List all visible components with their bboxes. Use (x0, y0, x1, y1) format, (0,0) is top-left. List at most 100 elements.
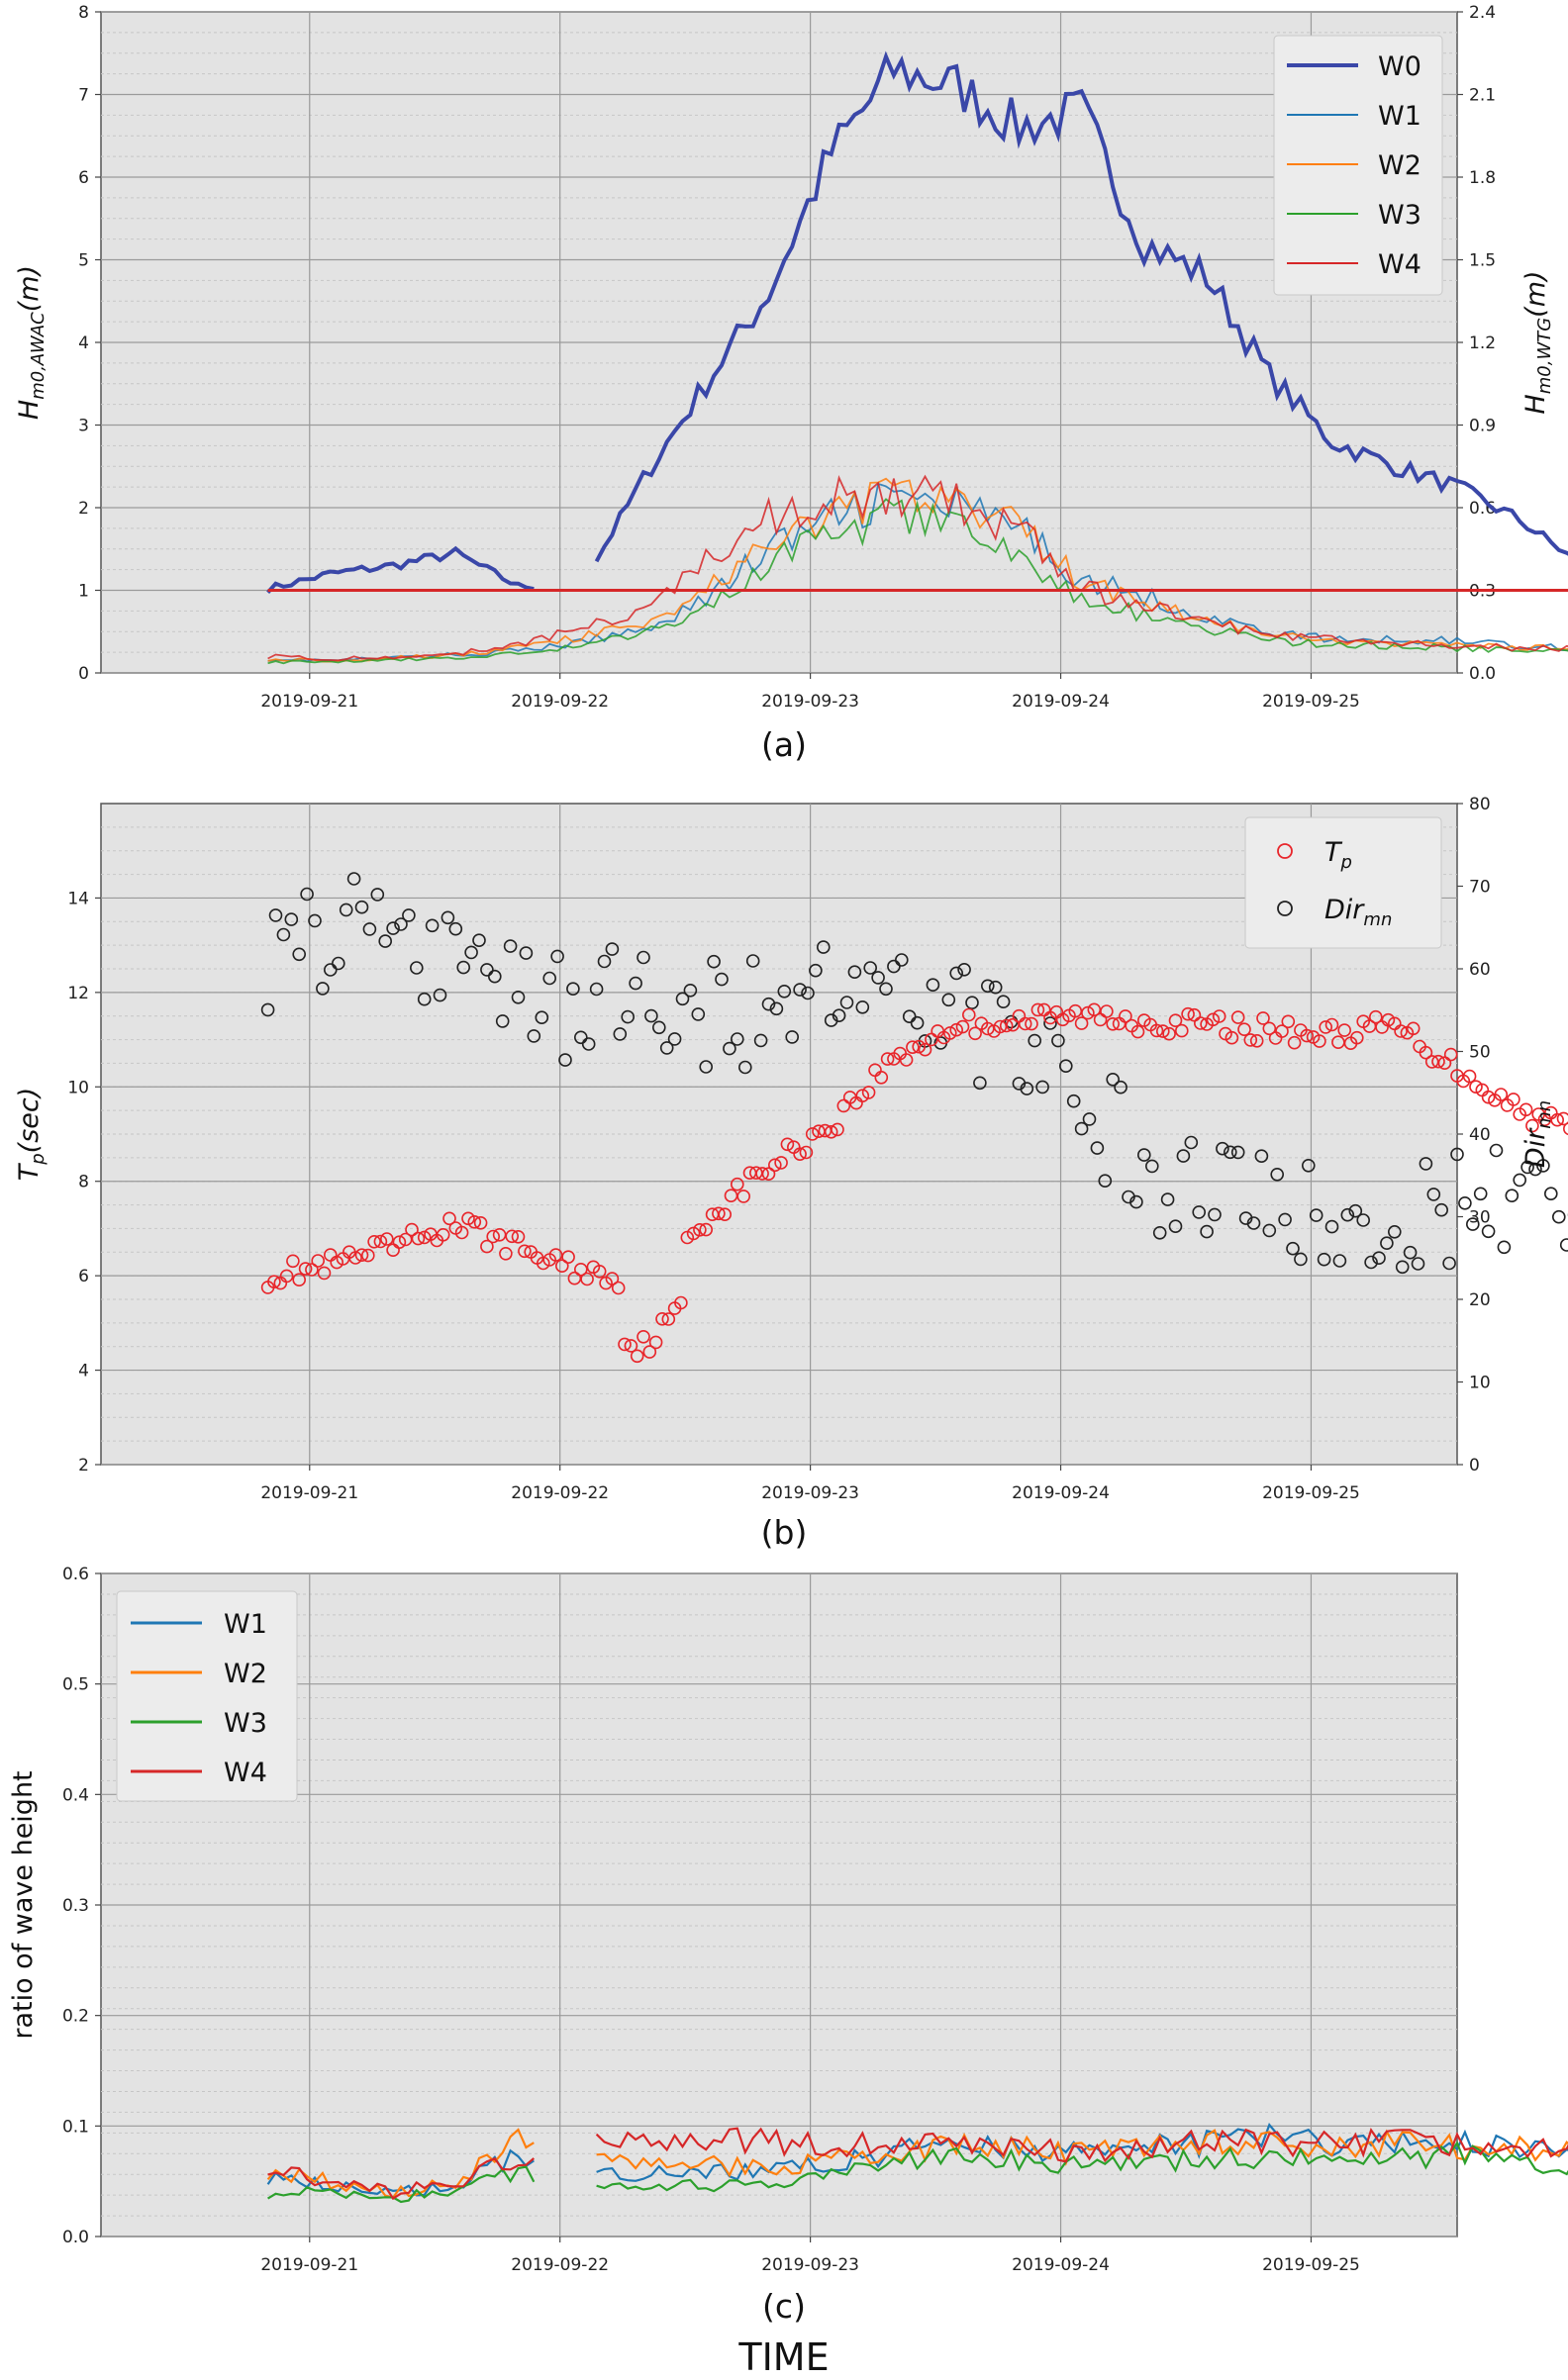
left-y-ticks-b: 2 4 6 8 10 12 14 (67, 889, 101, 1476)
right-y-tick-label: 1.5 (1469, 251, 1496, 271)
right-y-tick-label: 10 (1469, 1374, 1491, 1393)
x-tick-label: 2019-09-21 (260, 692, 358, 712)
dir-marker (894, 953, 909, 967)
tp-marker (1369, 1009, 1383, 1024)
tp-marker (480, 1239, 494, 1254)
legend-label-w2: W2 (224, 1659, 267, 1689)
dir-marker (441, 910, 455, 925)
tp-marker (1507, 1093, 1520, 1106)
dir-marker (1114, 1080, 1127, 1095)
dir-marker (1309, 1208, 1323, 1222)
x-tick-label: 2019-09-25 (1262, 692, 1360, 712)
dir-marker (1246, 1216, 1261, 1230)
y-tick-label: 0.5 (62, 1675, 89, 1695)
y-tick-label: 12 (67, 984, 89, 1003)
x-tick-label: 2019-09-21 (260, 2255, 358, 2275)
tp-marker (912, 1039, 927, 1054)
dir-marker (855, 1000, 870, 1014)
right-y-tick-label: 20 (1469, 1290, 1491, 1310)
tp-marker (999, 1018, 1014, 1033)
dir-marker (1216, 1141, 1229, 1156)
dir-marker (863, 961, 878, 975)
tp-marker (906, 1040, 920, 1054)
dir-marker (1262, 1223, 1277, 1238)
dir-marker (1270, 1168, 1284, 1182)
tp-marker (899, 1053, 914, 1067)
dir-marker (1137, 1148, 1151, 1162)
dir-marker (370, 888, 385, 902)
tp-marker (1350, 1030, 1364, 1045)
tp-marker (1424, 1055, 1439, 1069)
tp-marker (518, 1244, 532, 1259)
left-y-axis-label-c: ratio of wave height (8, 1770, 39, 2039)
tp-marker (511, 1230, 526, 1244)
right-y-ticks-a: 0.00.30.60.91.21.51.82.12.4 (1457, 3, 1496, 684)
y-tick-label: 8 (78, 1173, 89, 1192)
dir-marker (715, 972, 729, 987)
tp-marker (1300, 1028, 1314, 1043)
dir-marker (1051, 1033, 1065, 1048)
tp-marker (861, 1086, 876, 1099)
tp-marker (267, 1275, 281, 1288)
y-tick-label: 0.1 (62, 2117, 89, 2137)
tp-marker (874, 1071, 889, 1085)
dir-marker (644, 1008, 658, 1023)
dir-marker (1332, 1254, 1347, 1268)
left-y-ticks-a: 0 1 2 3 4 5 6 7 8 (78, 3, 101, 684)
dir-marker (879, 982, 893, 997)
y-tick-label: 4 (78, 333, 89, 353)
y-tick-label: 0.4 (62, 1785, 89, 1805)
tp-marker (980, 1021, 995, 1036)
y-tick-label: 2 (78, 499, 89, 519)
dir-marker (730, 1032, 744, 1046)
legend-marker-dir (1277, 901, 1293, 916)
tp-marker (1212, 1009, 1226, 1023)
dir-marker (284, 912, 299, 926)
dir-marker (1200, 1224, 1214, 1239)
tp-marker (761, 1167, 776, 1181)
tp-marker (1168, 1013, 1183, 1027)
x-tick-label: 2019-09-22 (511, 1483, 609, 1503)
dir-marker (1254, 1149, 1269, 1163)
tp-marker (1406, 1021, 1421, 1036)
dir-marker (816, 940, 831, 954)
dir-marker (1497, 1240, 1512, 1255)
dir-marker (753, 1033, 768, 1048)
y-tick-label: 14 (67, 889, 89, 908)
tp-marker (824, 1125, 838, 1139)
tp-marker (573, 1263, 588, 1277)
tp-marker (767, 1158, 782, 1173)
tp-marker (1119, 1009, 1132, 1023)
series-line-w3 (267, 498, 1568, 665)
y-tick-label: 7 (78, 86, 89, 106)
tp-marker (699, 1222, 714, 1237)
legend-label-tp: Tp (1324, 837, 1352, 873)
dir-marker (1278, 1212, 1292, 1227)
dir-marker (1419, 1157, 1433, 1171)
tp-marker (1262, 1021, 1277, 1036)
tp-marker (648, 1335, 663, 1350)
dir-marker (1302, 1159, 1316, 1173)
right-y-tick-label: 0 (1469, 1456, 1480, 1476)
tp-marker (1381, 1012, 1396, 1027)
tp-marker (774, 1156, 788, 1170)
dir-marker (1411, 1257, 1425, 1271)
tp-marker (642, 1345, 657, 1359)
dir-marker (472, 933, 486, 948)
tp-marker (1324, 1017, 1339, 1032)
dir-marker (1559, 1238, 1568, 1252)
dir-marker (1020, 1082, 1034, 1095)
tp-marker (1243, 1033, 1258, 1047)
dir-marker (1473, 1187, 1488, 1201)
dir-marker (1230, 1145, 1245, 1160)
y-tick-label: 5 (78, 251, 89, 271)
tp-marker (1100, 1004, 1114, 1018)
dir-marker (1364, 1255, 1378, 1270)
dir-marker (346, 872, 361, 886)
dir-marker (980, 979, 995, 994)
dir-marker (777, 984, 792, 999)
dir-marker (926, 978, 940, 993)
legend-label-w0: W0 (1378, 51, 1421, 82)
tp-marker (993, 1019, 1008, 1034)
